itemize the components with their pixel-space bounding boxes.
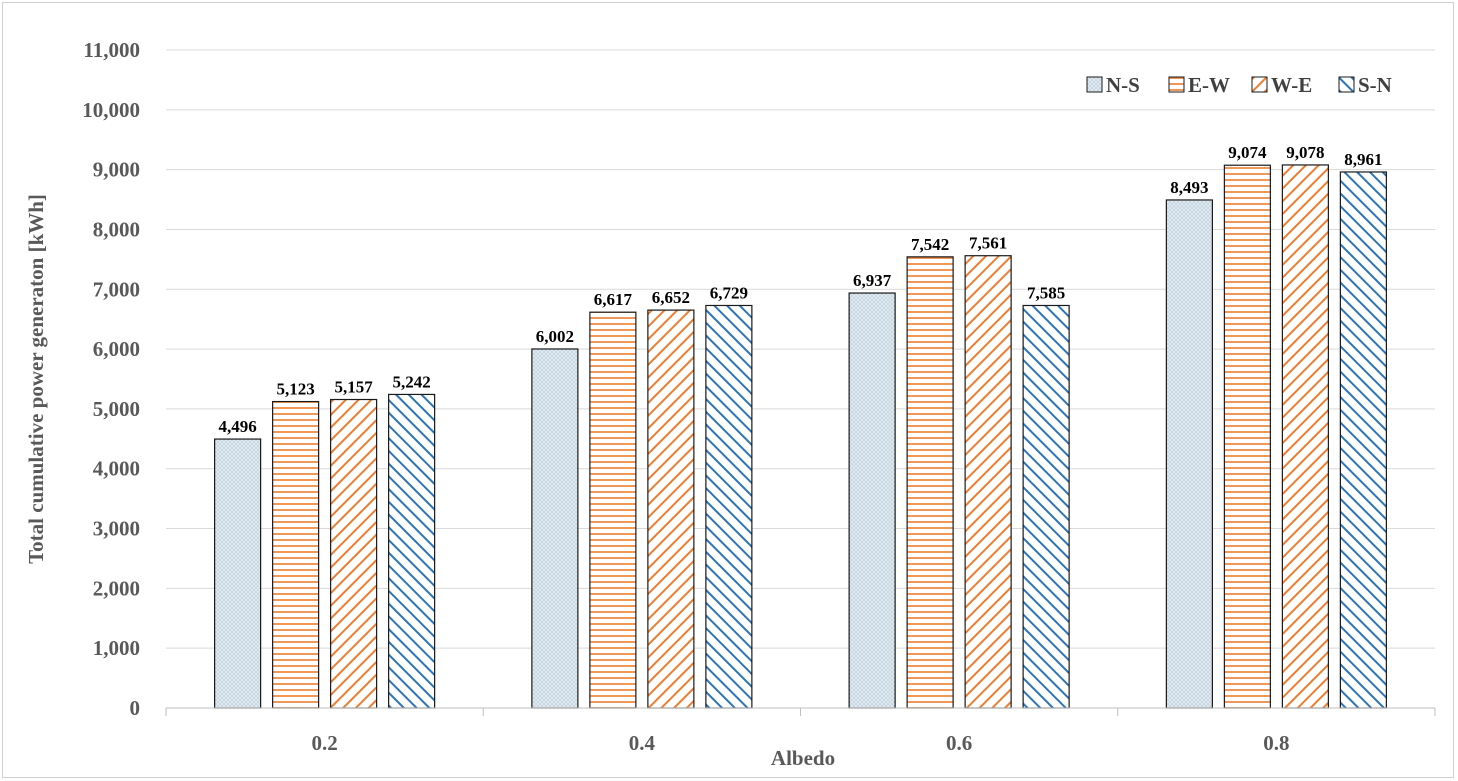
data-labels: 4,496 5,123 5,157 5,242 6,002 6,617 6,652 6,729… xyxy=(219,143,1383,436)
legend-label: E-W xyxy=(1188,73,1230,97)
bar-n-s xyxy=(531,348,579,709)
data-label: 8,493 xyxy=(1170,178,1208,197)
data-label: 6,617 xyxy=(594,290,633,309)
y-tick-label: 2,000 xyxy=(93,576,140,600)
bar-w-e xyxy=(330,398,378,709)
bar-e-w xyxy=(906,256,954,709)
data-label: 5,157 xyxy=(335,378,374,397)
bar-w-e xyxy=(647,309,695,709)
bar-n-s xyxy=(848,292,896,709)
bar-s-n xyxy=(388,393,436,709)
x-axis-title: Albedo xyxy=(771,746,835,770)
y-tick-label: 4,000 xyxy=(93,457,140,481)
x-category-label: 0.8 xyxy=(1263,731,1289,755)
bar-n-s xyxy=(1165,199,1213,709)
x-axis: 0.2 0.4 0.6 0.8 xyxy=(165,707,1436,755)
gridlines xyxy=(166,49,1435,709)
y-tick-label: 8,000 xyxy=(93,217,140,241)
y-tick-label: 10,000 xyxy=(82,98,140,122)
legend-swatch xyxy=(1086,76,1103,93)
legend-swatch xyxy=(1251,76,1268,93)
data-label: 9,078 xyxy=(1286,143,1324,162)
x-category-label: 0.4 xyxy=(629,731,656,755)
y-tick-label: 7,000 xyxy=(93,277,140,301)
bar-s-n xyxy=(705,304,753,709)
bar-e-w xyxy=(1223,164,1271,709)
data-label: 5,242 xyxy=(393,372,431,391)
bar-chart: 0 1,000 2,000 3,000 4,000 5,000 6,000 7,000 8,00… xyxy=(24,38,1436,770)
x-category-label: 0.6 xyxy=(946,731,972,755)
legend-swatch xyxy=(1168,76,1185,93)
bar-e-w xyxy=(589,311,637,709)
legend-label: S-N xyxy=(1358,73,1392,97)
bar-w-e xyxy=(964,255,1012,709)
legend-swatch xyxy=(1338,76,1355,93)
data-label: 9,074 xyxy=(1228,143,1267,162)
data-label: 6,652 xyxy=(652,288,690,307)
bar-e-w xyxy=(272,400,320,709)
data-label: 4,496 xyxy=(219,417,257,436)
legend-label: W-E xyxy=(1271,73,1312,97)
bars xyxy=(214,164,1387,709)
data-label: 7,542 xyxy=(911,235,949,254)
y-tick-label: 9,000 xyxy=(93,158,140,182)
data-label: 6,729 xyxy=(710,283,748,302)
x-category-label: 0.2 xyxy=(312,731,338,755)
legend-label: N-S xyxy=(1106,73,1140,97)
y-tick-label: 0 xyxy=(130,696,141,720)
data-label: 5,123 xyxy=(277,380,315,399)
data-label: 7,561 xyxy=(969,234,1007,253)
data-label: 6,002 xyxy=(536,327,574,346)
bar-n-s xyxy=(214,438,262,709)
legend: N-S E-W W-E S-N xyxy=(1086,73,1392,97)
bar-s-n xyxy=(1022,304,1070,709)
data-label: 6,937 xyxy=(853,271,892,290)
data-label: 8,961 xyxy=(1344,150,1382,169)
y-tick-label: 3,000 xyxy=(93,517,140,541)
y-axis-title: Total cumulative power generaton [kWh] xyxy=(24,194,48,564)
y-tick-label: 5,000 xyxy=(93,397,140,421)
bar-s-n xyxy=(1339,171,1387,709)
y-axis-ticks: 0 1,000 2,000 3,000 4,000 5,000 6,000 7,000 8,00… xyxy=(82,38,140,720)
bar-w-e xyxy=(1281,164,1329,709)
y-tick-label: 6,000 xyxy=(93,337,140,361)
data-label: 7,585 xyxy=(1027,283,1065,302)
y-tick-label: 11,000 xyxy=(83,38,140,62)
y-tick-label: 1,000 xyxy=(93,636,140,660)
